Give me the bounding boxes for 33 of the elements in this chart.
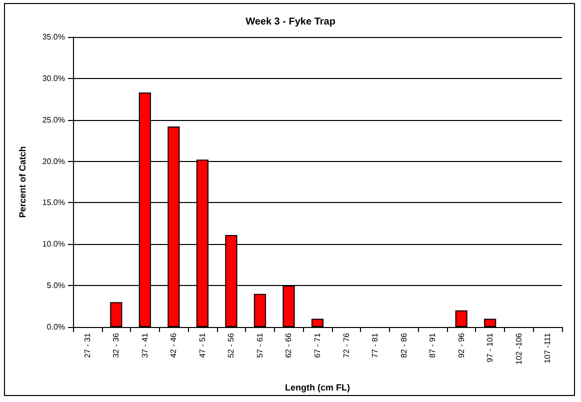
bar [484,318,496,327]
y-tick-label: 0.0% [46,322,65,332]
x-tick-label: 92 - 96 [456,332,466,358]
chart-title: Week 3 - Fyke Trap [246,16,336,28]
y-tick-label: 5.0% [46,281,65,290]
y-tick-label: 15.0% [42,198,65,208]
x-tick-label: 87 - 91 [428,332,438,358]
bar [254,294,266,327]
y-tick-label: 25.0% [42,115,65,124]
x-tick-label: 47 - 51 [198,332,207,358]
y-axis-title: Percent of Catch [18,146,28,218]
x-tick-label: 67 - 71 [313,332,322,358]
x-tick-label: 37 - 41 [140,332,150,358]
bar [455,310,468,327]
x-tick-label: 77 - 81 [370,332,380,358]
x-tick-label: 57 - 61 [255,332,264,358]
x-tick-label: 97 - 101 [486,332,495,362]
x-tick-label: 42 - 46 [169,332,178,358]
x-tick-label: 82 - 86 [399,332,408,358]
bar [110,302,122,327]
x-tick-label: 32 - 36 [112,332,121,358]
bar [311,318,324,327]
x-tick-label: 27 - 31 [82,332,92,358]
y-tick-label: 10.0% [42,240,65,249]
x-tick-label: 62 - 66 [284,332,294,358]
y-tick-label: 35.0% [42,32,65,42]
x-tick-label: 52 - 56 [226,332,236,358]
y-tick-label: 30.0% [42,74,65,83]
y-tick-label: 20.0% [42,156,65,166]
x-tick-label: 107 -111 [543,332,552,364]
x-tick-label: 72 - 76 [342,332,351,358]
x-axis-title: Length (cm FL) [285,382,350,392]
x-tick-label: 102 -106 [514,332,524,365]
